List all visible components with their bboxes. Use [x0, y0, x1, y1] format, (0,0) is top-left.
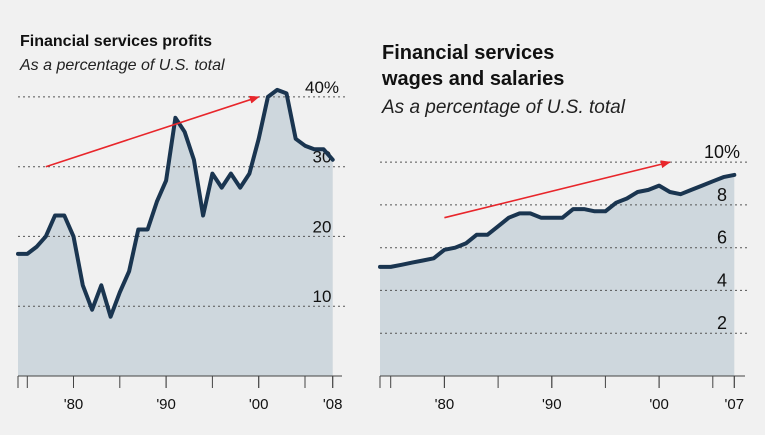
- right-chart-title-line2: wages and salaries: [382, 68, 565, 90]
- left-y-tick-label: 20: [313, 217, 332, 236]
- right-x-tick-label: '90: [542, 396, 562, 413]
- left-series-line: [16, 87, 335, 319]
- right-chart: 2 4 6 8 10% '80 '90 '00 '07: [378, 142, 747, 413]
- right-chart-title-line1: Financial services: [382, 42, 555, 64]
- left-y-tick-label: 10: [313, 287, 332, 306]
- left-chart-title: Financial services profits: [20, 33, 213, 50]
- right-x-tick-label: '00: [649, 396, 669, 413]
- left-trend-arrow: [45, 95, 260, 168]
- right-trend-arrow: [444, 160, 671, 219]
- left-x-tick-label: '00: [249, 396, 269, 413]
- right-x-tick-label: '07: [725, 396, 745, 413]
- right-series-area: [380, 174, 735, 376]
- right-series-line: [378, 172, 737, 269]
- left-y-tick-label: 40%: [305, 78, 339, 97]
- right-y-tick-label: 10%: [704, 142, 740, 162]
- left-x-tick-label: '80: [64, 396, 84, 413]
- left-x-tick-label: '08: [323, 396, 343, 413]
- left-chart-subtitle: As a percentage of U.S. total: [20, 57, 225, 74]
- right-y-tick-label: 8: [717, 185, 727, 205]
- right-chart-subtitle: As a percentage of U.S. total: [382, 97, 625, 118]
- right-x-tick-label: '80: [435, 396, 455, 413]
- left-series-area: [18, 89, 333, 377]
- left-x-tick-label: '90: [156, 396, 176, 413]
- right-y-tick-label: 4: [717, 270, 727, 290]
- right-y-tick-label: 6: [717, 228, 727, 248]
- right-y-tick-label: 2: [717, 313, 727, 333]
